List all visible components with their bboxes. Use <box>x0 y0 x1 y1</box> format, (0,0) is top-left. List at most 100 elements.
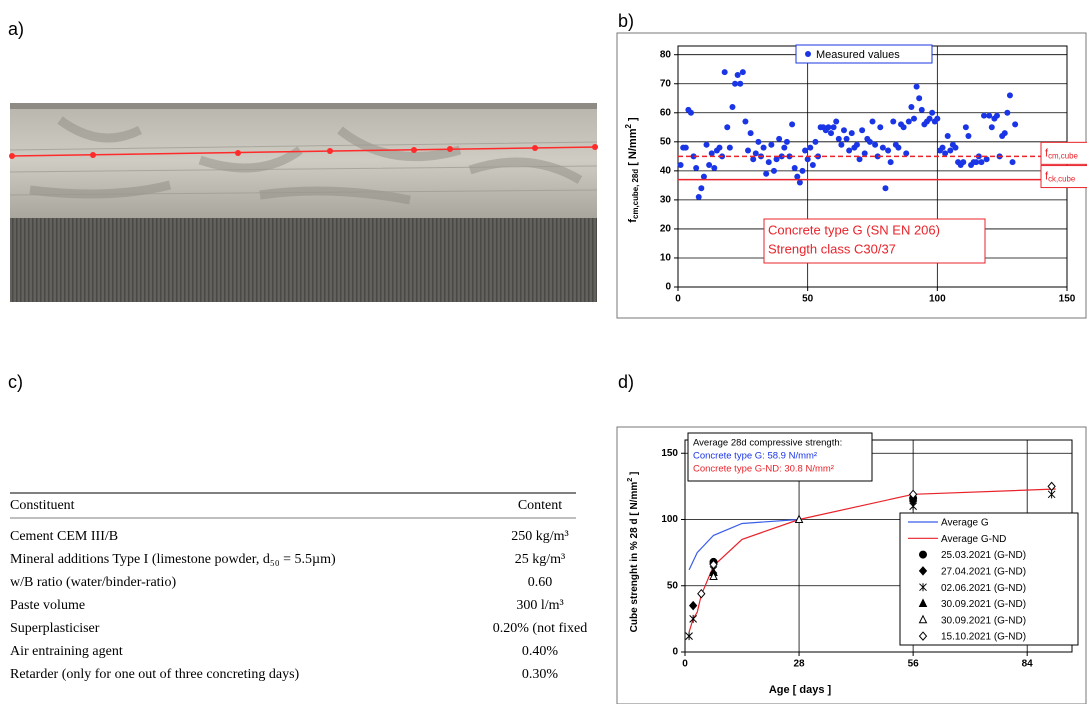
legend-marker <box>918 614 928 624</box>
marker <box>794 514 804 523</box>
y-tick-label: 150 <box>661 448 678 459</box>
point <box>783 138 790 145</box>
point <box>812 138 819 145</box>
point <box>809 162 816 169</box>
point <box>900 124 907 131</box>
marker <box>689 614 698 623</box>
point <box>861 150 868 157</box>
legend-marker <box>919 550 927 559</box>
photo <box>9 103 598 302</box>
y-axis-label: fcm,cube, 28d [ N/mm2 ] <box>624 117 640 223</box>
marker <box>685 632 693 641</box>
x-tick-label: 150 <box>1059 294 1076 305</box>
table-cell: 300 l/m³ <box>516 598 563 613</box>
point <box>835 135 842 142</box>
point <box>711 164 718 171</box>
point <box>750 156 757 163</box>
chart-d: 0 50 100 150 0 28 56 84 Average G Average G-ND 25.… <box>625 432 1079 696</box>
point <box>742 118 749 125</box>
point <box>833 118 840 125</box>
point <box>802 147 809 154</box>
reference-label-box <box>1040 141 1087 165</box>
point <box>838 141 845 148</box>
marker <box>697 588 706 599</box>
legend-label: 30.09.2021 (G-ND) <box>941 599 1026 610</box>
point <box>973 159 980 166</box>
annotation-box <box>687 432 873 482</box>
legend-label: Average G-ND <box>941 534 1006 545</box>
table-cell: 0.20% (not fixed <box>493 621 587 636</box>
point <box>887 159 894 166</box>
y-tick-label: 70 <box>660 78 672 89</box>
legend-label: 02.06.2021 (G-ND) <box>941 583 1026 594</box>
point <box>703 141 710 148</box>
marker <box>688 600 698 611</box>
point <box>763 170 770 177</box>
x-axis-label: Age [ days ] <box>769 684 832 696</box>
point <box>981 112 988 119</box>
legend-marker <box>919 583 927 592</box>
panel-frame <box>616 426 1087 704</box>
point <box>895 144 902 151</box>
point <box>993 112 1000 119</box>
x-tick-label: 28 <box>794 659 806 670</box>
panel-label: a) <box>8 19 24 39</box>
point <box>700 173 707 180</box>
point <box>877 124 884 131</box>
point <box>786 153 793 160</box>
legend-marker <box>918 631 928 641</box>
y-tick-label: 60 <box>660 107 672 118</box>
point <box>804 156 811 163</box>
marker <box>709 571 718 580</box>
y-axis-label: Cube strenght in % 28 d [ N/mm2 ] <box>625 472 640 633</box>
point <box>781 144 788 151</box>
marker <box>1047 481 1056 492</box>
point <box>840 127 847 134</box>
table-cell: Retarder (only for one out of three conc… <box>10 667 300 682</box>
table-header: Content <box>518 498 562 513</box>
point <box>734 72 741 79</box>
point <box>706 162 713 169</box>
table-cell: Paste volume <box>10 598 85 613</box>
y-tick-label: 50 <box>667 580 679 591</box>
point <box>890 118 897 125</box>
y-tick-label: 0 <box>672 647 678 658</box>
label-part: cm,cube <box>1048 151 1078 160</box>
marker <box>1047 490 1056 499</box>
y-tick-label: 50 <box>660 136 672 147</box>
label-part: 2 <box>625 478 634 482</box>
table-cell: w/B ratio (water/binder-ratio) <box>10 575 176 590</box>
point <box>885 147 892 154</box>
point <box>778 153 785 160</box>
x-tick-label: 0 <box>675 294 681 305</box>
point <box>830 124 837 131</box>
legend-label: 25.03.2021 (G-ND) <box>941 550 1026 561</box>
point <box>962 124 969 131</box>
point <box>903 150 910 157</box>
reference-label-box <box>1040 165 1087 189</box>
point <box>856 156 863 163</box>
point <box>693 164 700 171</box>
legend-marker <box>805 51 811 57</box>
annotation: Concrete type G: 58.9 N/mm² <box>693 451 817 462</box>
point <box>726 144 733 151</box>
x-tick-label: 0 <box>682 659 688 670</box>
point <box>952 144 959 151</box>
point <box>879 144 886 151</box>
annotation-box <box>763 218 986 264</box>
point <box>765 159 772 166</box>
point <box>944 133 951 140</box>
panel-label: b) <box>618 11 634 31</box>
point <box>773 156 780 163</box>
y-tick-label: 100 <box>661 514 678 525</box>
point <box>760 144 767 151</box>
point <box>1006 92 1013 99</box>
point <box>872 141 879 148</box>
table-cell: 0.60 <box>528 575 553 590</box>
point <box>768 141 775 148</box>
line <box>688 518 800 571</box>
point <box>828 130 835 137</box>
annotation: Concrete type G (SN EN 206) <box>768 222 940 237</box>
point <box>796 179 803 186</box>
